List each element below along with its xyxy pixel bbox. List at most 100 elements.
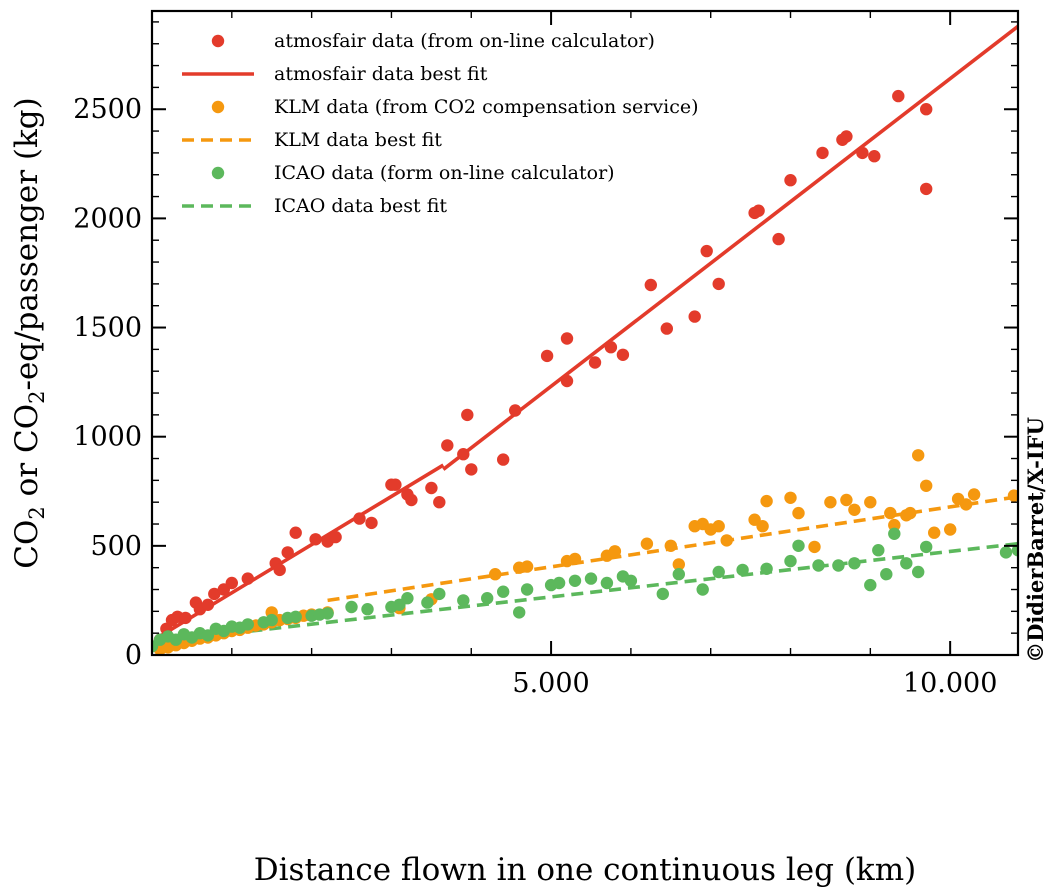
x-axis-label: Distance flown in one continuous leg (km… [254,852,916,888]
point-series-0-38 [616,348,630,361]
point-series-0-31 [497,453,510,466]
point-series-2-37 [712,520,725,533]
point-series-0-20 [365,516,378,530]
legend-label-icao-data-best-fit: ICAO data best fit [274,195,447,217]
point-series-0-26 [433,496,446,509]
point-series-0-28 [457,448,470,461]
legend-label-atmosfair-data-best-fit: atmosfair data best fit [274,63,488,85]
legend-marker-atmosfair-data-from-on-line-calculator [211,34,225,48]
point-series-4-29 [497,585,510,598]
point-series-4-52 [880,568,893,581]
point-series-4-53 [888,527,901,540]
point-series-2-60 [1007,489,1018,502]
y-tick-label-0: 0 [125,640,142,671]
point-series-2-54 [920,479,933,492]
point-series-0-10 [225,576,238,590]
credit-label: ©DidierBarret/X-IFU [1023,417,1048,663]
point-series-4-51 [872,544,885,557]
point-series-2-48 [864,496,877,509]
fit-line-atmosfair-data-best-fit-1 [442,24,1018,471]
point-series-4-42 [712,565,725,579]
point-series-4-44 [760,562,773,575]
y-tick-label-1000: 1000 [73,422,142,453]
point-series-0-24 [405,493,418,507]
point-series-0-8 [208,587,221,601]
point-series-0-25 [425,481,438,495]
point-series-4-21 [361,603,374,616]
point-series-0-27 [441,439,454,452]
y-axis-label-sub2: 2 [25,391,49,404]
point-series-2-55 [928,526,941,539]
point-series-4-28 [481,592,494,605]
point-series-4-55 [912,565,925,579]
axis-ticks [151,11,1018,656]
point-series-0-51 [856,146,869,160]
point-series-2-40 [756,520,769,533]
point-series-0-34 [560,332,574,345]
point-series-2-44 [808,540,821,554]
point-series-0-33 [540,349,554,363]
legend-label-klm-data-from-co2-compensation-service: KLM data (from CO2 compensation service) [274,96,699,118]
point-series-4-30 [513,606,526,619]
point-series-0-47 [784,174,797,187]
point-series-0-52 [868,150,881,163]
legend: atmosfair data (from on-line calculator)… [182,30,699,217]
y-tick-label-2500: 2500 [73,94,142,125]
point-series-2-31 [640,537,654,550]
point-series-4-38 [624,574,638,587]
legend-label-icao-data-form-on-line-calculator: ICAO data (form on-line calculator) [274,162,615,184]
point-series-4-27 [457,594,470,607]
point-series-4-19 [321,607,334,620]
point-series-0-50 [840,130,853,143]
point-series-2-53 [912,449,925,462]
point-series-0-30 [465,463,478,476]
point-series-4-35 [584,572,598,585]
point-series-4-34 [568,574,582,587]
y-tick-label-2000: 2000 [73,203,142,234]
point-series-0-36 [588,356,602,369]
point-series-2-33 [672,558,685,571]
point-series-2-46 [840,493,853,507]
point-series-4-39 [656,587,669,601]
x-tick-label-5000: 5.000 [512,668,589,699]
point-series-2-52 [904,506,917,520]
point-series-4-14 [265,613,278,627]
point-series-4-40 [672,568,685,581]
point-series-0-48 [816,146,829,160]
point-series-4-25 [421,596,434,609]
y-axis-label-sub1: 2 [25,506,49,519]
point-series-2-26 [520,560,534,573]
point-series-4-33 [552,576,566,590]
point-series-4-50 [864,578,877,592]
point-series-4-36 [600,576,614,590]
point-series-0-4 [179,611,192,625]
point-series-0-55 [920,182,933,196]
point-series-2-28 [568,552,582,566]
point-series-4-41 [696,583,709,596]
point-series-4-48 [832,559,845,572]
point-series-2-41 [760,494,773,508]
point-series-0-37 [604,341,618,354]
point-series-4-24 [401,592,414,605]
point-series-2-56 [944,523,957,536]
point-series-2-32 [664,539,677,552]
y-tick-labels: 0 500 1000 1500 2000 2500 [73,94,142,671]
point-series-2-59 [967,488,981,501]
point-series-4-43 [736,563,749,577]
point-series-0-29 [461,408,474,422]
point-series-4-12 [241,618,254,631]
point-series-0-46 [772,232,785,246]
point-series-4-45 [784,554,797,568]
y-axis-label-post: -eq/passenger (kg) [9,97,45,390]
point-series-4-16 [289,610,302,623]
x-tick-label-10000: 10.000 [903,668,997,699]
fit-line-icao-data-best-fit-0 [155,541,1018,644]
point-series-2-47 [848,503,861,516]
point-series-0-13 [273,563,286,577]
point-series-0-39 [644,278,657,292]
y-axis-label: CO2 or CO2-eq/passenger (kg) [9,97,49,568]
point-series-0-14 [281,546,294,559]
point-series-0-42 [700,244,713,258]
point-series-0-19 [353,512,366,525]
